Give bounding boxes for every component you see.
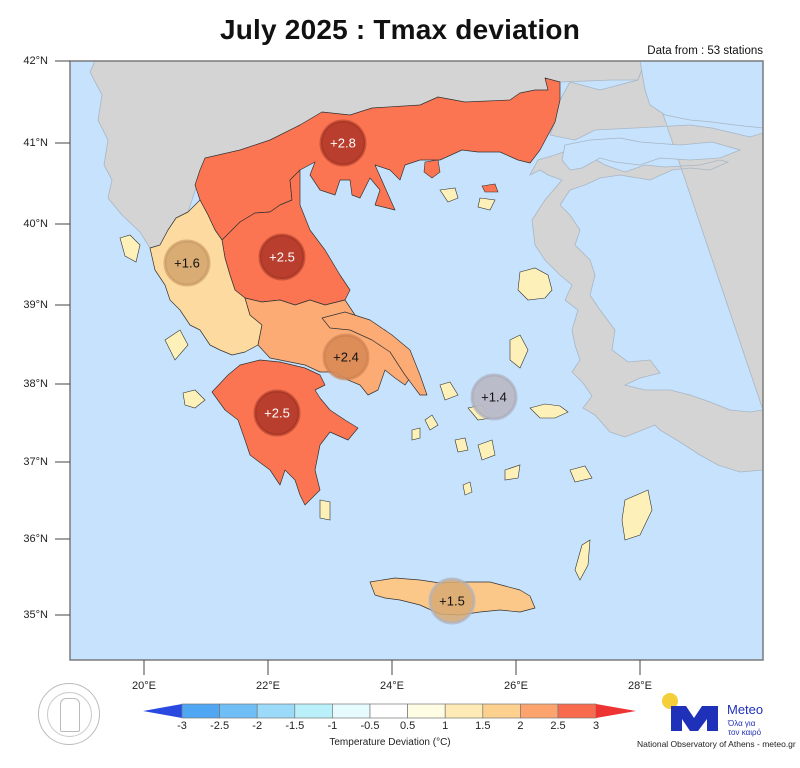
colorbar-tick: -3 <box>177 720 187 732</box>
lat-label: 41°N <box>23 137 48 149</box>
bubble-peloponnese: +2.5 <box>253 389 301 437</box>
lon-label: 24°E <box>380 680 404 692</box>
colorbar-tick: -1 <box>327 720 338 732</box>
colorbar-tick: 1.5 <box>475 720 491 732</box>
bubble-label: +1.6 <box>174 256 200 271</box>
bubble-label: +1.4 <box>481 390 507 405</box>
logo-tagline: Όλα για <box>728 719 756 728</box>
lat-label: 37°N <box>23 456 48 468</box>
lat-label: 40°N <box>23 218 48 230</box>
colorbar-tick: -2.5 <box>210 720 230 732</box>
bubble-label: +2.4 <box>333 350 359 365</box>
lat-label: 38°N <box>23 378 48 390</box>
logo-name: Meteo <box>727 702 764 717</box>
bubble-label: +2.8 <box>330 136 356 151</box>
seal-ring <box>47 692 92 737</box>
lon-label: 28°E <box>628 680 652 692</box>
bubble-epirus: +1.6 <box>163 239 211 287</box>
region-epirus-west <box>149 199 263 356</box>
footer-credit: National Observatory of Athens - meteo.g… <box>637 739 796 749</box>
logo-tagline: τον καιρό <box>728 728 762 737</box>
bubble-label: +1.5 <box>439 594 465 609</box>
lat-label: 42°N <box>23 55 48 67</box>
stations-note: Data from : 53 stations <box>647 45 763 57</box>
colorbar-low-arrow <box>143 704 182 718</box>
bubble-central-greece: +2.4 <box>322 333 370 381</box>
island-samothrace <box>481 183 499 193</box>
meteo-logo <box>662 693 718 731</box>
axis-ticks <box>55 60 641 675</box>
colorbar <box>143 703 636 719</box>
sea-of-marmara <box>561 137 742 171</box>
colorbar-tick: 0.5 <box>399 720 416 732</box>
seal-figure <box>60 698 80 732</box>
colorbar-tick: -2 <box>252 720 263 732</box>
bubble-aegean: +1.4 <box>470 373 518 421</box>
chart-title: July 2025 : Tmax deviation <box>219 14 580 45</box>
bubble-label: +2.5 <box>264 406 290 421</box>
colorbar-title: Temperature Deviation (°C) <box>329 737 451 748</box>
colorbar-high-arrow <box>596 704 636 718</box>
bubble-crete: +1.5 <box>428 577 476 625</box>
map-frame <box>69 60 764 661</box>
lon-label: 26°E <box>504 680 528 692</box>
colorbar-tick: -1.5 <box>285 720 305 732</box>
lon-label: 22°E <box>256 680 280 692</box>
bubble-thessaly: +2.5 <box>258 233 306 281</box>
region-euboea <box>321 311 428 396</box>
island-thasos <box>423 159 441 179</box>
aegean-islands <box>119 187 653 581</box>
colorbar-tick: 2 <box>517 720 524 732</box>
bubble-macedonia: +2.8 <box>319 119 367 167</box>
lat-label: 35°N <box>23 609 48 621</box>
colorbar-tick: 1 <box>442 720 449 732</box>
colorbar-tick: -0.5 <box>360 720 380 732</box>
lat-label: 39°N <box>23 299 48 311</box>
lat-label: 36°N <box>23 533 48 545</box>
lon-label: 20°E <box>132 680 156 692</box>
observatory-seal-icon <box>38 683 100 745</box>
colorbar-tick: 2.5 <box>550 720 566 732</box>
colorbar-tick: 3 <box>592 720 600 732</box>
bubble-label: +2.5 <box>269 250 295 265</box>
